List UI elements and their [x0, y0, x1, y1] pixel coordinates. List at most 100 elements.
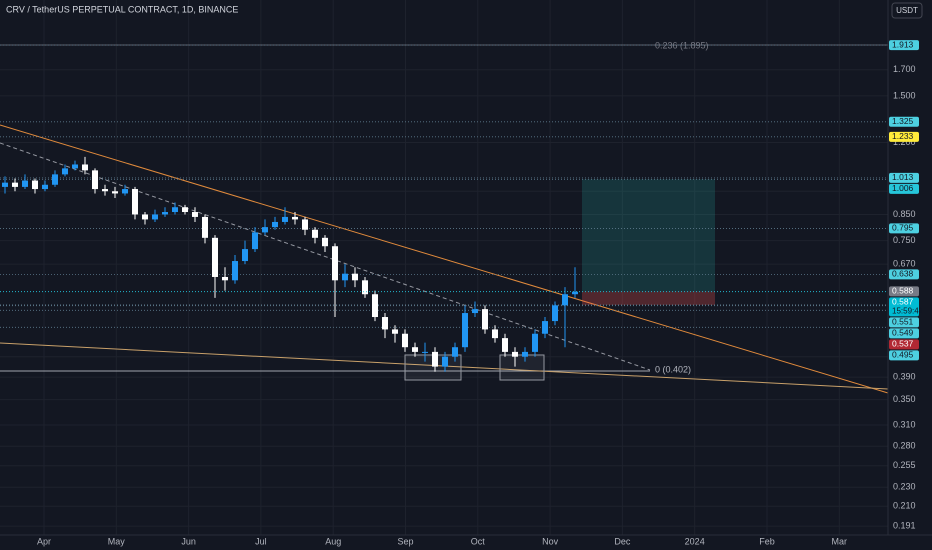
candle-body	[52, 174, 58, 185]
price-label-box	[889, 40, 919, 51]
candle-body	[182, 207, 188, 213]
candle-body	[72, 164, 78, 169]
price-label-box	[889, 317, 919, 328]
range-box	[499, 354, 545, 381]
grid	[0, 0, 888, 535]
price-label: 0.795	[892, 223, 914, 233]
price-label: 1.325	[892, 116, 914, 126]
y-tick-label: 1.500	[893, 90, 916, 100]
y-tick-label: 0.350	[893, 394, 916, 404]
y-tick-label: 1.200	[893, 137, 916, 147]
x-tick-label: Apr	[37, 536, 51, 546]
candle-body	[162, 212, 168, 215]
price-label-box	[889, 269, 919, 280]
x-tick-label: 2024	[685, 536, 705, 546]
currency-button[interactable]	[891, 2, 923, 19]
candle-body	[242, 249, 248, 262]
candle-body	[112, 191, 118, 194]
x-tick-label: Dec	[614, 536, 631, 546]
candle-body	[452, 347, 458, 357]
y-tick-label: 0.210	[893, 501, 916, 511]
candle-body	[482, 309, 488, 330]
candle-body	[22, 180, 28, 187]
y-tick-label: 0.310	[893, 419, 916, 429]
price-label: 0.537	[892, 339, 914, 349]
candle-body	[422, 351, 428, 353]
x-tick-label: Feb	[759, 536, 775, 546]
price-label-box	[889, 223, 919, 234]
price-label-box	[889, 131, 919, 142]
x-tick-label: May	[108, 536, 126, 546]
price-label: 0.587	[892, 297, 914, 307]
candle-body	[312, 229, 318, 238]
candle-body	[472, 309, 478, 314]
candle-body	[42, 184, 48, 190]
price-label-box	[889, 297, 919, 317]
price-label: 0.588	[892, 286, 914, 296]
candle-body	[12, 182, 18, 187]
trend-line	[0, 124, 889, 394]
candle-body	[382, 317, 388, 330]
x-tick-label: Mar	[832, 536, 848, 546]
candle-body	[222, 276, 228, 281]
price-label: 1.913	[892, 39, 914, 49]
y-tick-label: 0.670	[893, 259, 916, 269]
stop-zone	[582, 291, 715, 305]
price-label: 0.551	[892, 317, 914, 327]
chart-title: CRV / TetherUS PERPETUAL CONTRACT, 1D, B…	[6, 4, 238, 14]
price-label: 1.233	[892, 131, 914, 141]
candle-body	[362, 280, 368, 295]
price-label: 1.013	[892, 172, 914, 182]
candle-body	[252, 232, 258, 250]
candle-body	[192, 212, 198, 217]
candle-body	[552, 305, 558, 322]
candle-body	[442, 356, 448, 367]
price-label: 1.006	[892, 183, 914, 193]
candle-body	[272, 221, 278, 228]
candle-body	[372, 294, 378, 318]
candle-body	[92, 170, 98, 190]
candle-body	[412, 347, 418, 352]
axis-labels: 1.7001.5001.2000.9500.8500.7500.6700.430…	[37, 39, 924, 546]
candle-body	[402, 333, 408, 348]
candle-body	[462, 313, 468, 348]
y-tick-label: 0.280	[893, 441, 916, 451]
candle-body	[392, 329, 398, 334]
candle-body	[572, 291, 578, 295]
candle-body	[32, 180, 38, 190]
price-label-box	[889, 286, 919, 297]
candle-body	[132, 189, 138, 215]
candle-body	[492, 329, 498, 339]
price-label: 0.495	[892, 350, 914, 360]
candle-body	[172, 207, 178, 213]
price-label-box	[889, 350, 919, 361]
candle-body	[342, 273, 348, 281]
y-tick-label: 0.850	[893, 209, 916, 219]
marks	[0, 44, 888, 372]
target-zone	[582, 179, 715, 292]
y-tick-label: 0.750	[893, 235, 916, 245]
candle-body	[542, 321, 548, 334]
x-tick-label: Sep	[397, 536, 413, 546]
y-tick-label: 0.390	[893, 371, 916, 381]
candle-body	[352, 273, 358, 281]
candle-body	[332, 246, 338, 281]
x-tick-label: Oct	[471, 536, 486, 546]
x-tick-label: Jul	[255, 536, 267, 546]
candle-body	[302, 219, 308, 230]
candle-body	[512, 351, 518, 357]
currency-label[interactable]: USDT	[896, 6, 918, 15]
candle-body	[322, 237, 328, 247]
candle-body	[282, 216, 288, 222]
x-tick-label: Aug	[325, 536, 341, 546]
candle-body	[142, 214, 148, 220]
candle-body	[522, 351, 528, 357]
x-tick-label: Nov	[542, 536, 559, 546]
candle-body	[562, 294, 568, 306]
price-label-box	[889, 339, 919, 350]
price-label: 0.638	[892, 269, 914, 279]
price-label-box	[889, 328, 919, 339]
fib-label: 0 (0.402)	[655, 364, 691, 374]
candle-body	[262, 227, 268, 233]
